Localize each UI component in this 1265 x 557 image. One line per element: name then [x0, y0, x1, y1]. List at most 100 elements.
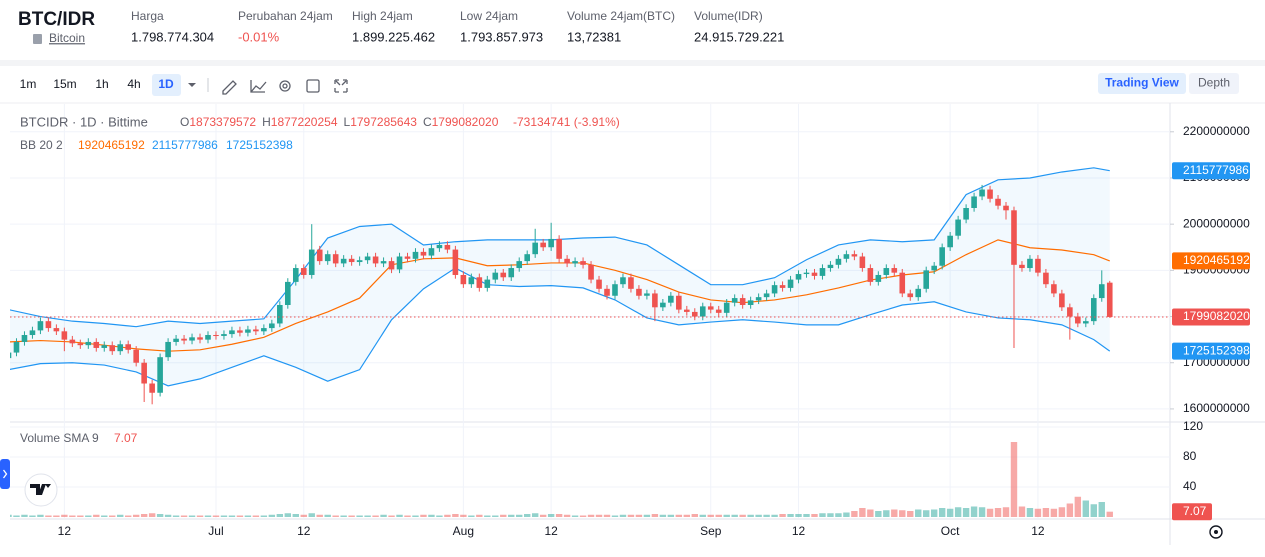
candle-body [77, 343, 84, 346]
volume-bar [196, 515, 204, 517]
candle-body [292, 268, 299, 282]
volume-bar [1066, 503, 1074, 517]
volume-bar [635, 514, 643, 517]
interval-button[interactable]: 4h [127, 77, 140, 91]
volume-bar [883, 510, 890, 517]
volume-bar [938, 508, 946, 517]
interval-dropdown[interactable] [188, 83, 196, 87]
candle-body [875, 274, 882, 282]
candle-body [676, 295, 682, 310]
volume-bar [117, 514, 124, 517]
candle-body [396, 256, 403, 270]
candle-body [173, 338, 179, 342]
volume-bar [683, 514, 691, 517]
settings-icon[interactable] [279, 80, 291, 92]
volume-tag-bg [1172, 503, 1212, 521]
interval-button[interactable]: 1D [158, 77, 174, 91]
volume-bar [811, 514, 818, 517]
candle-body [61, 331, 68, 340]
view-button[interactable]: Trading View [1105, 76, 1179, 90]
candle-body [332, 254, 339, 264]
volume-bar [268, 514, 276, 517]
candle-body [931, 265, 937, 271]
candle-body [452, 249, 459, 275]
ohlc-key: C [423, 115, 432, 129]
candle-body [492, 272, 499, 280]
candle-body [404, 256, 411, 259]
plot-area [10, 167, 1170, 517]
volume-bar [244, 515, 252, 517]
candle-body [197, 337, 203, 340]
volume-bar [284, 513, 292, 517]
volume-value: 7.07 [114, 431, 138, 445]
stat-value: 1.793.857.973 [460, 29, 543, 44]
candle-body [564, 258, 570, 264]
candle-body [556, 238, 562, 259]
volume-bar [508, 514, 515, 517]
candle-body [245, 329, 251, 333]
volume-bar [891, 509, 898, 517]
volume-label: Volume SMA 9 [20, 431, 99, 445]
price-tag-bg [1172, 308, 1250, 326]
stat-value: 1.899.225.462 [352, 29, 435, 44]
indicator-label: BB 20 2 [20, 138, 63, 152]
candle-body [45, 321, 52, 329]
volume-bar [476, 514, 483, 517]
interval-button[interactable]: 15m [53, 77, 76, 91]
candle-body [739, 298, 746, 305]
candle-body [652, 293, 658, 308]
volume-bar [659, 514, 667, 517]
candle-body [37, 321, 44, 331]
volume-bar [1050, 508, 1058, 517]
ohlc-value: 1877220254 [271, 115, 338, 129]
candle-body [356, 260, 363, 263]
save-icon[interactable] [306, 79, 320, 93]
candle-body [947, 235, 953, 248]
candle-body [596, 279, 602, 289]
candle-body [10, 352, 12, 359]
volume-bar [428, 514, 435, 517]
axis-settings-icon[interactable] [1209, 525, 1223, 539]
volume-bar [1082, 500, 1090, 517]
volume-bar [747, 514, 754, 517]
volume-bar [372, 515, 379, 517]
volume-bar [236, 515, 244, 517]
candle-body [261, 328, 267, 332]
candle-body [628, 277, 634, 289]
draw-tool-icon[interactable] [222, 80, 237, 95]
candle-body [644, 293, 650, 296]
ohlc-value: 1797285643 [350, 115, 417, 129]
view-button[interactable]: Depth [1198, 76, 1230, 90]
volume-bar [954, 507, 962, 517]
candle-body [995, 198, 1001, 206]
volume-bar [1090, 504, 1097, 517]
interval-button[interactable]: 1m [20, 77, 37, 91]
volume-bar [436, 515, 443, 517]
fullscreen-icon[interactable] [334, 79, 348, 93]
pair-title: BTC/IDR [18, 9, 95, 30]
volume-bar [1034, 508, 1042, 517]
settings-icon-center [282, 83, 288, 89]
candle-body [971, 196, 977, 208]
candle-body [324, 254, 331, 262]
volume-bar [819, 513, 826, 517]
volume-bar [228, 515, 236, 517]
volume-bar [388, 515, 395, 517]
candle-body [277, 304, 283, 324]
interval-button[interactable]: 1h [95, 77, 108, 91]
asset-link[interactable]: Bitcoin [49, 31, 85, 45]
volume-bar [252, 515, 260, 517]
candle-body [300, 268, 307, 275]
lower-band-tag: 1725152398 [1183, 343, 1250, 357]
upper-band-tag: 2115777986 [1183, 163, 1249, 177]
candle-body [1075, 316, 1081, 324]
bb-value: 2115777986 [152, 138, 218, 152]
collapse-tab[interactable] [0, 459, 10, 489]
indicator-icon[interactable] [250, 80, 267, 93]
volume-bar [69, 515, 76, 517]
candle-body [484, 279, 491, 288]
candle-body [1027, 258, 1033, 269]
stats: Harga 1.798.774.304 Perubahan 24jam -0.01% H… [131, 9, 784, 44]
candle-body [532, 242, 538, 255]
